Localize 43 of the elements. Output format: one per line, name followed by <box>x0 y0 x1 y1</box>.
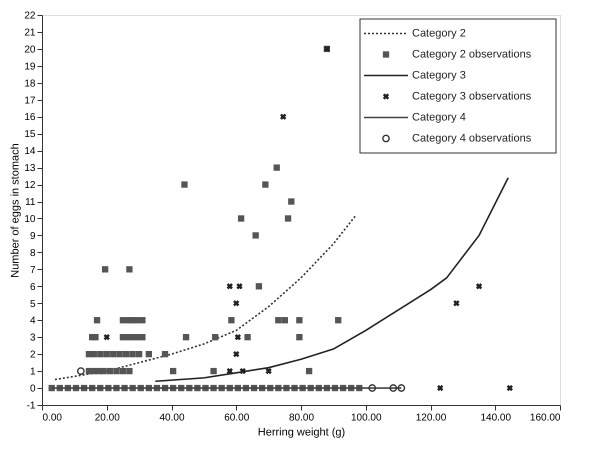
x-tick-label: 120.00 <box>416 412 447 424</box>
y-tick-label: 4 <box>30 316 36 327</box>
x-tick-label: 80.00 <box>288 412 314 424</box>
x-tick-label: 60.00 <box>224 412 250 424</box>
legend-label: Category 3 <box>412 70 466 82</box>
x-tick-label: 0.00 <box>42 412 62 424</box>
y-tick-label: 11 <box>25 197 36 208</box>
x-tick-label: 160.00 <box>530 412 561 424</box>
y-tick-label: 21 <box>24 27 36 38</box>
line-series <box>154 176 509 382</box>
y-tick-label: 17 <box>24 95 36 106</box>
y-tick-label: 10 <box>24 214 36 225</box>
y-tick-label: 2 <box>30 350 36 361</box>
y-tick-label: 3 <box>30 332 36 344</box>
legend-label: Category 2 observations <box>412 48 532 60</box>
y-tick-label: 22 <box>24 10 36 22</box>
x-tick-label: 140.00 <box>480 412 512 424</box>
y-tick-label: 9 <box>30 230 36 242</box>
y-tick-label: 8 <box>30 248 36 259</box>
legend-label: Category 3 observations <box>412 90 532 102</box>
y-tick-label: 1 <box>30 366 36 378</box>
legend-label: Category 2 <box>412 28 466 40</box>
x-tick-label: 40.00 <box>159 412 185 424</box>
x-tick-label: 20.00 <box>94 412 120 424</box>
legend-label: Category 4 <box>412 112 466 124</box>
x-tick-label: 100.00 <box>350 412 382 424</box>
y-tick-label: 16 <box>24 112 36 124</box>
y-tick-label: 15 <box>24 129 36 140</box>
x-axis-title: Herring weight (g) <box>258 426 346 438</box>
y-tick-label: 20 <box>24 44 36 56</box>
y-axis-title: Number of eggs in stomach <box>9 143 22 278</box>
y-tick-label: 7 <box>30 264 36 276</box>
y-tick-label: 18 <box>24 78 36 90</box>
line-series <box>54 214 357 380</box>
legend-label: Category 4 observations <box>412 132 532 144</box>
y-tick-label: 19 <box>24 61 36 72</box>
y-tick-label: 5 <box>30 298 36 310</box>
y-tick-label: 0 <box>30 384 36 395</box>
y-tick-label: 12 <box>24 180 36 192</box>
y-tick-label: 6 <box>30 282 36 293</box>
y-tick-label: -1 <box>26 400 36 412</box>
y-tick-label: 13 <box>24 163 36 174</box>
y-tick-label: 14 <box>24 146 36 158</box>
